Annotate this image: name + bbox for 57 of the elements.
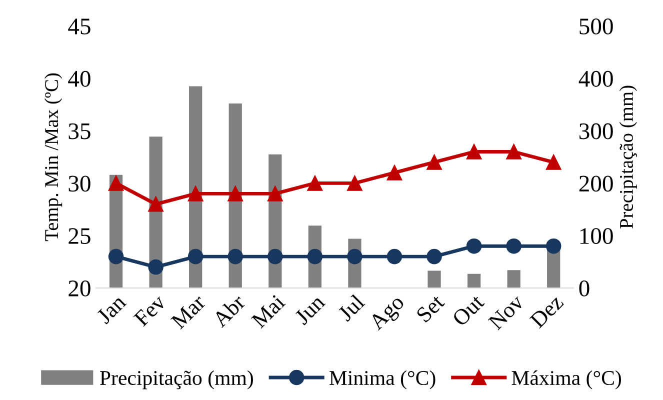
point [228, 186, 244, 202]
y2-tick-label: 200 [579, 176, 613, 192]
point [546, 238, 562, 254]
point [307, 248, 323, 264]
point [506, 144, 522, 160]
point [307, 176, 323, 191]
y-tick-label: 45 [68, 18, 90, 34]
bar [428, 270, 441, 288]
point [426, 248, 442, 264]
point [108, 248, 124, 264]
point [386, 248, 402, 264]
point [466, 238, 482, 254]
x-tick-label: Mar [170, 294, 207, 330]
y2-tick-label: 500 [580, 18, 613, 34]
x-tick-label: Abr [211, 293, 246, 328]
point [386, 165, 402, 180]
y-tick-label: 40 [68, 70, 90, 87]
point [148, 196, 164, 212]
x-tick-label: Fev [133, 293, 167, 328]
x-tick-label: Jan [96, 294, 127, 325]
point [466, 144, 482, 160]
x-tick-label: Set [416, 293, 446, 323]
x-tick-label: Jul [336, 293, 366, 322]
point [268, 186, 283, 202]
point [188, 248, 204, 264]
y-axis-title: Temp. Min /Max (ºC) [44, 73, 62, 242]
y2-tick-label: 300 [579, 123, 613, 140]
point [268, 248, 283, 264]
point [347, 176, 362, 191]
y-tick-label: 20 [68, 280, 90, 296]
y2-tick-label: 400 [578, 70, 613, 87]
point [228, 248, 244, 264]
y-tick-label: 25 [68, 228, 90, 244]
y2-axis-title: Precipitação (mm) [619, 86, 637, 229]
point [347, 248, 362, 264]
y2-tick-label: 0 [579, 280, 590, 296]
bar [467, 274, 481, 288]
bar [507, 270, 520, 288]
legend-label: Precipitação (mm) [100, 370, 253, 390]
point [148, 259, 164, 275]
x-tick-label: Out [452, 293, 486, 327]
bar [547, 250, 560, 288]
x-tick-label: Jun [294, 294, 326, 326]
y-tick-label: 30 [68, 176, 90, 192]
legend-label: Máxima (°C) [512, 370, 621, 390]
y-tick-label: 35 [68, 123, 90, 140]
legend-label: Minima (°C) [329, 370, 436, 390]
point [188, 186, 204, 202]
x-tick-label: Ago [368, 294, 408, 334]
x-tick-label: Mai [250, 294, 286, 329]
point [108, 176, 124, 191]
point [426, 154, 442, 170]
x-tick-label: Dez [529, 294, 564, 329]
y2-tick-label: 100 [580, 228, 613, 244]
point [506, 238, 522, 254]
point [546, 154, 562, 170]
x-tick-label: Nov [488, 293, 525, 331]
